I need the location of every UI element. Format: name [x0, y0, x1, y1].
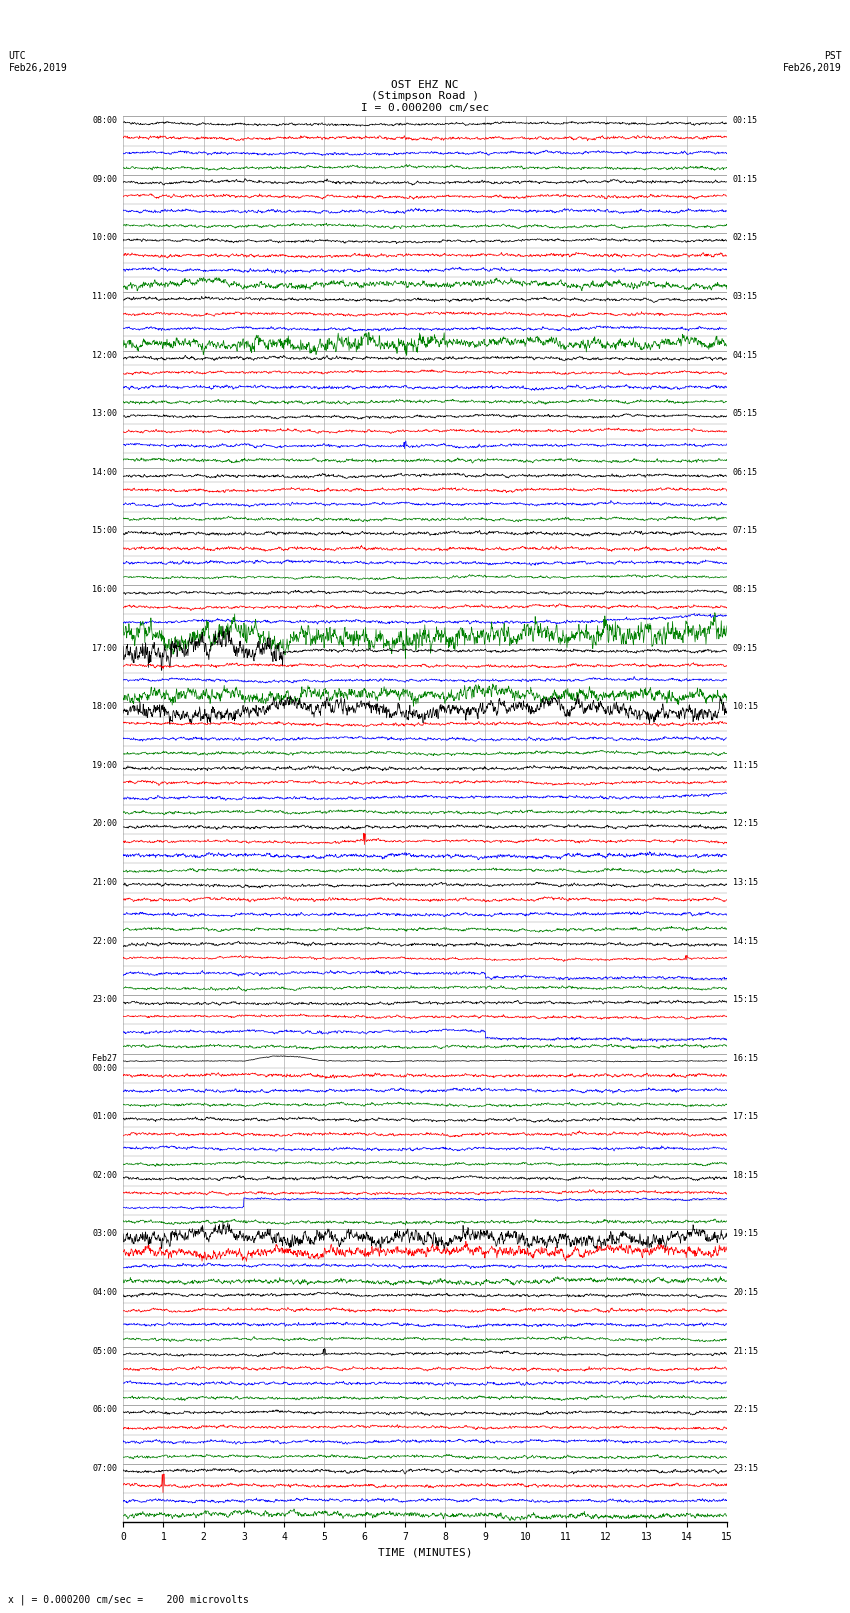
Text: 20:15: 20:15 [733, 1289, 758, 1297]
Text: 05:15: 05:15 [733, 410, 758, 418]
Text: 10:15: 10:15 [733, 702, 758, 711]
Text: 13:15: 13:15 [733, 877, 758, 887]
Text: 19:00: 19:00 [92, 761, 117, 769]
Text: UTC: UTC [8, 52, 26, 61]
Text: 09:15: 09:15 [733, 644, 758, 653]
Text: 14:00: 14:00 [92, 468, 117, 477]
Text: 07:15: 07:15 [733, 526, 758, 536]
Title: OST EHZ NC
(Stimpson Road )
I = 0.000200 cm/sec: OST EHZ NC (Stimpson Road ) I = 0.000200… [361, 79, 489, 113]
Text: 15:00: 15:00 [92, 526, 117, 536]
Text: 06:00: 06:00 [92, 1405, 117, 1415]
Text: 09:00: 09:00 [92, 174, 117, 184]
Text: 04:15: 04:15 [733, 350, 758, 360]
Text: 11:15: 11:15 [733, 761, 758, 769]
Text: 00:15: 00:15 [733, 116, 758, 126]
Text: 22:15: 22:15 [733, 1405, 758, 1415]
Text: 14:15: 14:15 [733, 937, 758, 945]
Text: PST: PST [824, 52, 842, 61]
Text: 02:00: 02:00 [92, 1171, 117, 1179]
Text: 12:00: 12:00 [92, 350, 117, 360]
Text: 05:00: 05:00 [92, 1347, 117, 1355]
Text: 18:15: 18:15 [733, 1171, 758, 1179]
Text: 16:15: 16:15 [733, 1053, 758, 1063]
Text: 01:15: 01:15 [733, 174, 758, 184]
Text: 06:15: 06:15 [733, 468, 758, 477]
Text: 04:00: 04:00 [92, 1289, 117, 1297]
Text: 11:00: 11:00 [92, 292, 117, 302]
Text: 13:00: 13:00 [92, 410, 117, 418]
Text: 08:15: 08:15 [733, 586, 758, 594]
Text: 08:00: 08:00 [92, 116, 117, 126]
Text: 23:00: 23:00 [92, 995, 117, 1005]
X-axis label: TIME (MINUTES): TIME (MINUTES) [377, 1548, 473, 1558]
Text: 02:15: 02:15 [733, 234, 758, 242]
Text: 21:00: 21:00 [92, 877, 117, 887]
Text: Feb26,2019: Feb26,2019 [8, 63, 67, 73]
Text: 12:15: 12:15 [733, 819, 758, 829]
Text: 21:15: 21:15 [733, 1347, 758, 1355]
Text: Feb26,2019: Feb26,2019 [783, 63, 842, 73]
Text: 17:00: 17:00 [92, 644, 117, 653]
Text: 15:15: 15:15 [733, 995, 758, 1005]
Text: 03:15: 03:15 [733, 292, 758, 302]
Text: 07:00: 07:00 [92, 1465, 117, 1473]
Text: 22:00: 22:00 [92, 937, 117, 945]
Text: 20:00: 20:00 [92, 819, 117, 829]
Text: 19:15: 19:15 [733, 1229, 758, 1239]
Text: 01:00: 01:00 [92, 1113, 117, 1121]
Text: 23:15: 23:15 [733, 1465, 758, 1473]
Text: x | = 0.000200 cm/sec =    200 microvolts: x | = 0.000200 cm/sec = 200 microvolts [8, 1594, 249, 1605]
Text: 18:00: 18:00 [92, 702, 117, 711]
Text: 16:00: 16:00 [92, 586, 117, 594]
Text: 10:00: 10:00 [92, 234, 117, 242]
Text: 17:15: 17:15 [733, 1113, 758, 1121]
Text: 03:00: 03:00 [92, 1229, 117, 1239]
Text: Feb27
00:00: Feb27 00:00 [92, 1053, 117, 1073]
